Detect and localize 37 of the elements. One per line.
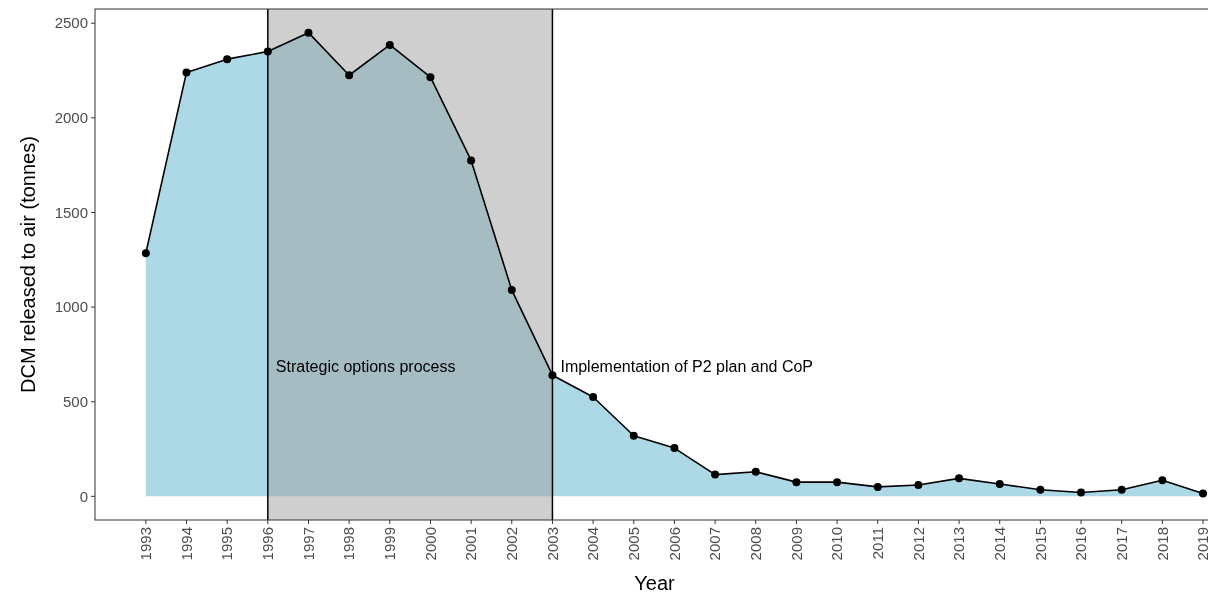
x-tick-label: 2007 [706, 527, 724, 561]
x-tick-label: 2000 [421, 527, 439, 561]
y-tick-label: 1000 [54, 298, 88, 316]
x-tick-label: 1998 [340, 527, 358, 561]
x-tick-label: 2001 [462, 527, 480, 561]
x-tick-label: 2010 [828, 527, 846, 561]
x-tick-label: 2014 [990, 527, 1008, 561]
x-tick-label: 2015 [1031, 527, 1049, 561]
y-tick-label: 2000 [54, 109, 88, 127]
x-tick-label: 2019 [1194, 527, 1212, 561]
y-tick-label: 0 [79, 487, 88, 505]
x-tick-label: 2018 [1153, 527, 1171, 561]
x-tick-label: 2005 [625, 527, 643, 561]
x-tick-label: 1997 [299, 527, 317, 561]
x-tick-label: 2004 [584, 527, 602, 561]
x-tick-label: 1993 [137, 527, 155, 561]
x-tick-label: 2016 [1072, 527, 1090, 561]
y-tick-label: 1500 [54, 203, 88, 221]
y-tick-label: 2500 [54, 14, 88, 32]
x-tick-label: 1999 [381, 527, 399, 561]
x-tick-label: 1995 [218, 527, 236, 561]
x-tick-label: 2006 [665, 527, 683, 561]
ref-line-label: Strategic options process [275, 357, 456, 375]
x-axis-title: Year [634, 572, 676, 594]
x-tick-label: 2013 [950, 527, 968, 561]
x-tick-label: 2011 [868, 527, 886, 560]
x-tick-label: 1996 [259, 527, 277, 561]
ref-line-label: Implementation of P2 plan and CoP [560, 357, 814, 375]
x-tick-label: 2012 [909, 527, 927, 561]
x-tick-label: 1994 [177, 527, 195, 561]
x-tick-label: 2003 [543, 527, 561, 561]
x-tick-label: 2008 [747, 527, 764, 561]
x-tick-label: 2017 [1112, 527, 1130, 561]
x-tick-label: 2002 [503, 527, 521, 561]
y-axis-title: DCM released to air (tonnes) [17, 136, 39, 393]
y-tick-label: 500 [62, 392, 88, 410]
x-tick-label: 2009 [787, 527, 805, 561]
